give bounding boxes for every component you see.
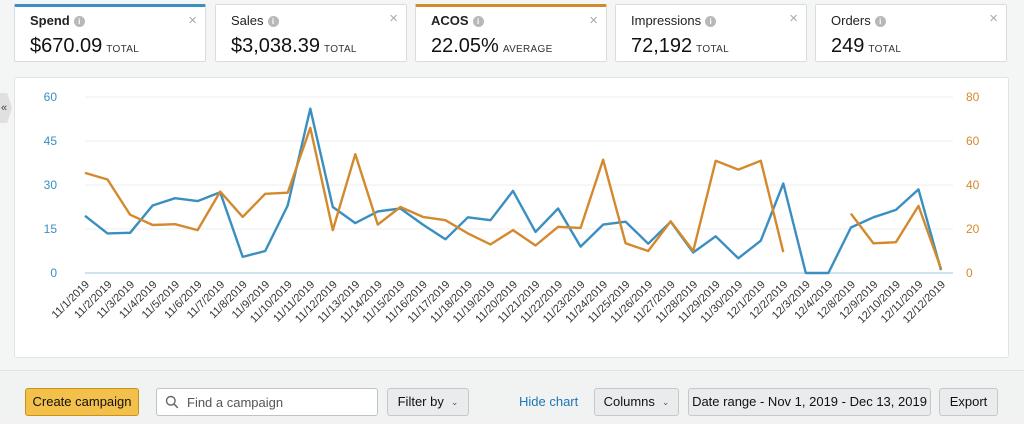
metric-unit: TOTAL: [696, 44, 729, 55]
right-axis-tick-label: 20: [966, 222, 980, 236]
columns-label: Columns: [603, 394, 655, 409]
series-line-spend: [84, 107, 943, 275]
right-axis-tick-label: 0: [966, 266, 973, 280]
create-campaign-button[interactable]: Create campaign: [25, 388, 139, 416]
metric-name: ACOS i: [431, 13, 484, 28]
search-icon: [165, 395, 179, 409]
metric-card-sales[interactable]: Sales i × $3,038.39 TOTAL: [215, 4, 407, 62]
left-axis-tick-label: 15: [44, 222, 58, 236]
metric-value: 22.05% AVERAGE: [431, 35, 553, 57]
metric-value: $670.09 TOTAL: [30, 35, 140, 57]
metric-unit: TOTAL: [106, 44, 140, 55]
left-axis-tick-label: 30: [44, 178, 58, 192]
right-axis-tick-label: 80: [966, 90, 980, 104]
close-icon[interactable]: ×: [188, 12, 197, 29]
left-axis-tick-label: 0: [50, 266, 57, 280]
metric-value: $3,038.39 TOTAL: [231, 35, 357, 57]
metric-cards: Spend i × $670.09 TOTAL Sales i × $3,038.39…: [14, 4, 1009, 62]
chevron-down-icon: ⌄: [661, 397, 670, 407]
info-icon[interactable]: i: [874, 16, 886, 27]
hide-chart-link[interactable]: Hide chart: [519, 394, 579, 409]
date-range-button[interactable]: Date range - Nov 1, 2019 - Dec 13, 2019: [688, 388, 931, 416]
info-icon[interactable]: i: [73, 16, 85, 27]
metric-name: Orders i: [831, 13, 886, 28]
metric-card-acos[interactable]: ACOS i × 22.05% AVERAGE: [415, 4, 607, 62]
metric-card-impressions[interactable]: Impressions i × 72,192 TOTAL: [615, 4, 807, 62]
series-line-acos: [84, 126, 943, 270]
metric-value: 249 TOTAL: [831, 35, 902, 57]
chevron-down-icon: ⌄: [450, 397, 459, 407]
left-axis-tick-label: 45: [44, 134, 58, 148]
chart-svg: 01530456002040608011/1/201911/2/201911/3…: [44, 90, 980, 326]
metric-card-orders[interactable]: Orders i × 249 TOTAL: [815, 4, 1007, 62]
metric-card-spend[interactable]: Spend i × $670.09 TOTAL: [14, 4, 206, 62]
left-axis-tick-label: 60: [44, 90, 58, 104]
info-icon[interactable]: i: [267, 16, 279, 27]
right-axis-tick-label: 40: [966, 178, 980, 192]
filter-by-button[interactable]: Filter by ⌄: [387, 388, 469, 416]
metric-unit: AVERAGE: [502, 44, 553, 55]
metric-name: Impressions i: [631, 13, 717, 28]
columns-button[interactable]: Columns ⌄: [594, 388, 679, 416]
export-button[interactable]: Export: [939, 388, 998, 416]
close-icon[interactable]: ×: [789, 10, 798, 27]
metric-value: 72,192 TOTAL: [631, 35, 729, 57]
campaign-toolbar: Create campaign Filter by ⌄ Hide chart Co…: [0, 370, 1024, 424]
search-box[interactable]: [156, 388, 378, 416]
close-icon[interactable]: ×: [589, 12, 598, 29]
right-axis-tick-label: 60: [966, 134, 980, 148]
search-input[interactable]: [185, 393, 370, 411]
metric-unit: TOTAL: [868, 44, 902, 55]
metric-name: Sales i: [231, 13, 279, 28]
close-icon[interactable]: ×: [389, 10, 398, 27]
info-icon[interactable]: i: [472, 16, 484, 27]
metric-name: Spend i: [30, 13, 85, 28]
performance-chart: 0 15 30 45 60 0 20 40 60 80 11/1/2019 11/2/2019 11/3…: [14, 77, 1009, 358]
close-icon[interactable]: ×: [989, 10, 998, 27]
info-icon[interactable]: i: [705, 16, 717, 27]
collapse-sidebar-icon[interactable]: «: [0, 93, 12, 123]
filter-by-label: Filter by: [397, 394, 444, 409]
metric-unit: TOTAL: [323, 44, 357, 55]
